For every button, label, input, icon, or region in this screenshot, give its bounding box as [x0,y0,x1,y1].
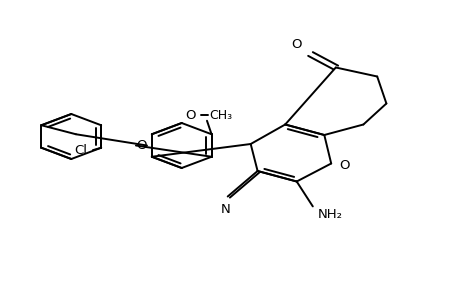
Text: O: O [339,159,349,172]
Text: CH₃: CH₃ [209,109,232,122]
Text: O: O [291,38,302,51]
Text: Cl: Cl [74,144,87,157]
Text: O: O [136,139,146,152]
Text: N: N [220,203,230,216]
Text: O: O [185,109,195,122]
Text: NH₂: NH₂ [317,208,341,221]
